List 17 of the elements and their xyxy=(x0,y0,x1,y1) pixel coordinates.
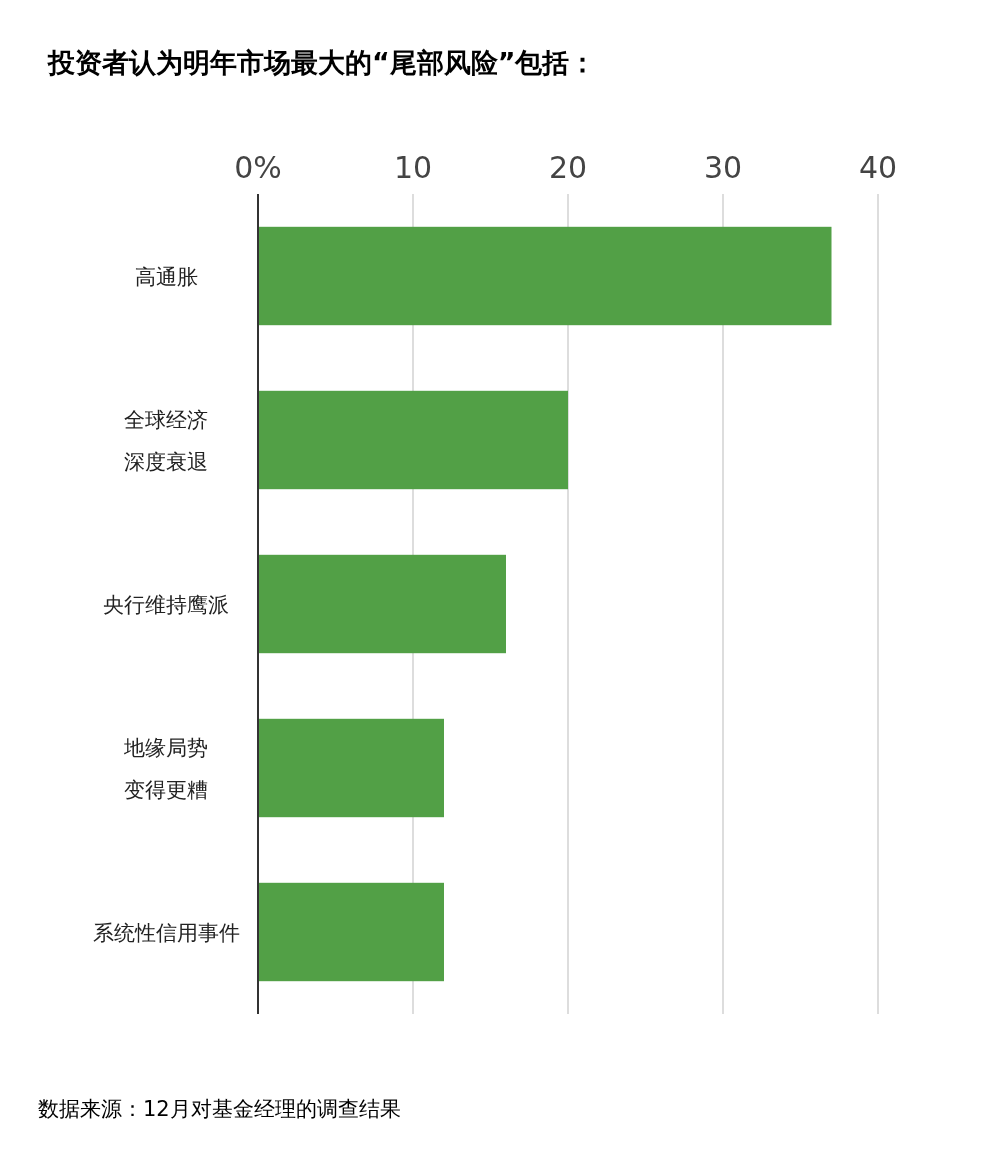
x-tick-label: 20 xyxy=(548,150,588,185)
source-note: 数据来源：12月对基金经理的调查结果 xyxy=(38,1097,401,1121)
bar xyxy=(258,882,444,982)
y-tick-label: 央行维持鹰派 xyxy=(103,593,229,617)
y-tick-label: 地缘局势变得更糟 xyxy=(123,736,208,802)
chart-title: 投资者认为明年市场最大的“尾部风险”包括： xyxy=(47,47,597,78)
y-tick-label: 高通胀 xyxy=(134,265,198,289)
bar xyxy=(258,718,444,818)
bar xyxy=(258,390,568,490)
bar xyxy=(258,226,832,326)
y-tick-label: 全球经济深度衰退 xyxy=(124,408,208,474)
y-tick-label: 系统性信用事件 xyxy=(92,921,240,945)
x-tick-label: 10 xyxy=(393,150,433,185)
x-tick-label: 30 xyxy=(703,150,743,185)
x-tick-label: 0% xyxy=(234,150,282,185)
bar xyxy=(258,554,506,654)
x-tick-label: 40 xyxy=(858,150,898,185)
